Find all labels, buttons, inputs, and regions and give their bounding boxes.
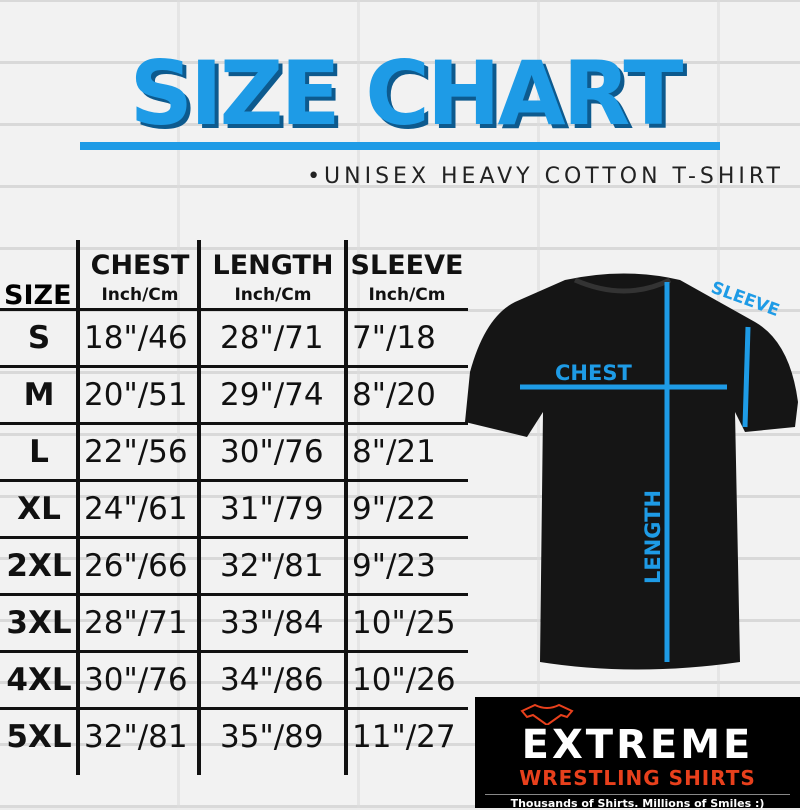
- shirt-collar: [573, 277, 672, 294]
- chest-header: CHEST Inch/Cm: [80, 240, 200, 304]
- tshirt-diagram: CHEST LENGTH SLEEVE: [465, 273, 798, 670]
- length-label: LENGTH: [212, 250, 334, 281]
- chest-cell: 26"/66: [84, 548, 188, 584]
- chest-label: CHEST: [90, 250, 190, 281]
- sleeve-unit: Inch/Cm: [368, 285, 446, 305]
- length-cell: 34"/86: [220, 662, 324, 698]
- column-divider: [197, 240, 201, 775]
- size-cell: 4XL: [6, 662, 72, 698]
- size-cell: XL: [17, 491, 61, 527]
- length-cell: 31"/79: [220, 491, 324, 527]
- length-diagram-label: LENGTH: [641, 490, 665, 584]
- table-row: 4XL 30"/76 34"/86 10"/26: [0, 650, 468, 710]
- chest-cell: 20"/51: [84, 377, 188, 413]
- chest-cell: 22"/56: [84, 434, 188, 470]
- table-row: S 18"/46 28"/71 7"/18: [0, 308, 468, 368]
- sleeve-cell: 9"/23: [352, 548, 436, 584]
- title-underline: [80, 142, 720, 150]
- sleeve-label: SLEEVE: [350, 250, 464, 281]
- sleeve-cell: 8"/20: [352, 377, 436, 413]
- logo-tagline: Thousands of Shirts. Millions of Smiles …: [485, 794, 790, 809]
- length-header: LENGTH Inch/Cm: [202, 240, 344, 304]
- sleeve-line: [742, 326, 751, 428]
- sleeve-cell: 8"/21: [352, 434, 436, 470]
- shirt-logo-icon: [520, 703, 574, 725]
- column-divider: [76, 240, 80, 775]
- subtitle: •UNISEX HEAVY COTTON T-SHIRT: [307, 164, 784, 189]
- logo-line1: EXTREME: [521, 722, 754, 768]
- chest-cell: 24"/61: [84, 491, 188, 527]
- brand-logo: EXTREME WRESTLING SHIRTS Thousands of Sh…: [475, 697, 800, 809]
- sleeve-cell: 10"/26: [352, 662, 456, 698]
- length-cell: 29"/74: [220, 377, 324, 413]
- sleeve-header: SLEEVE Inch/Cm: [347, 240, 467, 304]
- length-unit: Inch/Cm: [234, 285, 312, 305]
- table-row: 2XL 26"/66 32"/81 9"/23: [0, 536, 468, 596]
- sleeve-cell: 11"/27: [352, 719, 456, 755]
- sleeve-cell: 9"/22: [352, 491, 436, 527]
- sleeve-cell: 7"/18: [352, 320, 436, 356]
- table-row: XL 24"/61 31"/79 9"/22: [0, 479, 468, 539]
- size-cell: L: [29, 434, 49, 470]
- chest-cell: 32"/81: [84, 719, 188, 755]
- table-row: 5XL 32"/81 35"/89 11"/27: [0, 707, 468, 767]
- chest-cell: 18"/46: [84, 320, 188, 356]
- logo-line2: WRESTLING SHIRTS: [519, 766, 756, 790]
- size-cell: S: [27, 320, 51, 356]
- chest-cell: 28"/71: [84, 605, 188, 641]
- column-divider: [344, 240, 348, 775]
- chest-cell: 30"/76: [84, 662, 188, 698]
- size-cell: M: [23, 377, 55, 413]
- size-cell: 2XL: [6, 548, 72, 584]
- length-cell: 30"/76: [220, 434, 324, 470]
- page-title: SIZE CHART: [129, 42, 684, 145]
- sleeve-cell: 10"/25: [352, 605, 456, 641]
- chest-unit: Inch/Cm: [101, 285, 179, 305]
- table-row: 3XL 28"/71 33"/84 10"/25: [0, 593, 468, 653]
- table-row: M 20"/51 29"/74 8"/20: [0, 365, 468, 425]
- size-header: SIZE: [4, 280, 72, 311]
- size-cell: 3XL: [6, 605, 72, 641]
- shirt-shape: [465, 273, 798, 670]
- table-row: L 22"/56 30"/76 8"/21: [0, 422, 468, 482]
- length-cell: 32"/81: [220, 548, 324, 584]
- chest-diagram-label: CHEST: [555, 361, 632, 385]
- size-cell: 5XL: [6, 719, 72, 755]
- length-cell: 28"/71: [220, 320, 324, 356]
- length-cell: 35"/89: [220, 719, 324, 755]
- length-cell: 33"/84: [220, 605, 324, 641]
